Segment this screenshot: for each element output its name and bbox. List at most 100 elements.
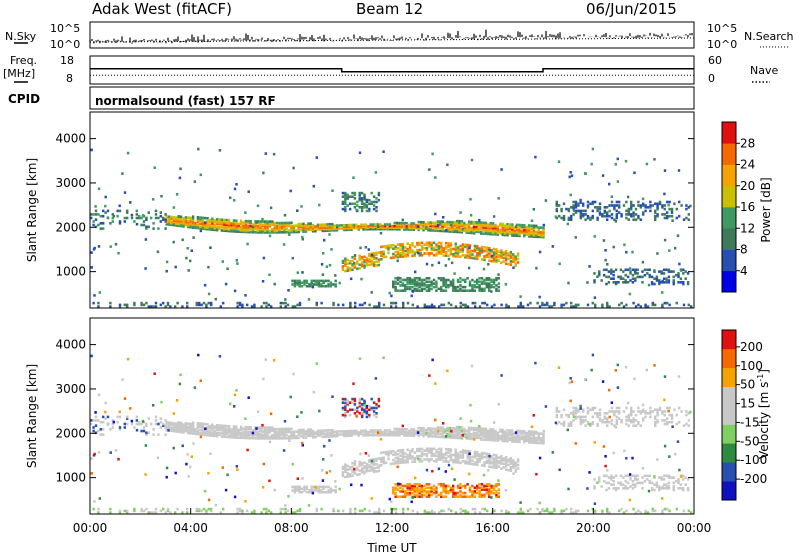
velocity-cell (447, 448, 450, 451)
power-cell (483, 280, 486, 284)
power-cell (476, 280, 479, 284)
power-cell (406, 285, 409, 289)
velocity-cell (442, 484, 445, 488)
velocity-cell (420, 488, 424, 491)
velocity-cell (278, 435, 281, 439)
power-cell (154, 209, 158, 213)
power-cell (485, 255, 489, 258)
power-cell (483, 256, 486, 260)
power-cell (356, 267, 359, 271)
velocity-cell (535, 438, 538, 441)
power-cell (404, 285, 407, 289)
velocity-cell (440, 449, 443, 452)
velocity-cell (358, 403, 361, 406)
power-cell (351, 259, 354, 263)
power-cell (389, 244, 393, 247)
velocity-cell (372, 410, 376, 413)
power-cell (436, 220, 440, 223)
power-cell (223, 220, 226, 223)
power-cell (344, 257, 347, 260)
velocity-cell (434, 435, 437, 438)
power-cell (406, 254, 409, 258)
velocity-cell (686, 478, 690, 481)
power-cell (495, 287, 498, 291)
velocity-cell (187, 431, 190, 435)
power-cell (297, 230, 300, 234)
power-cell (678, 200, 681, 204)
velocity-cell (211, 432, 214, 436)
power-cell (406, 287, 409, 291)
velocity-cell (475, 434, 478, 438)
power-cell (601, 174, 605, 177)
velocity-cell (408, 457, 412, 460)
power-cell (416, 243, 419, 247)
velocity-cell (97, 451, 101, 454)
power-cell (182, 222, 185, 225)
power-cell (181, 305, 184, 308)
power-cell (535, 230, 538, 234)
power-cell (649, 204, 652, 207)
velocity-cell (381, 433, 384, 437)
velocity-cell (226, 473, 229, 477)
power-cell (318, 203, 321, 207)
power-cell (368, 202, 371, 206)
power-cell (271, 221, 274, 225)
power-cell (593, 235, 596, 238)
velocity-cell (311, 436, 315, 439)
velocity-cell (329, 490, 333, 494)
velocity-cell (410, 434, 413, 437)
velocity-cell (582, 420, 585, 424)
power-cell (320, 279, 323, 283)
power-cell (444, 282, 448, 285)
velocity-cell (632, 507, 635, 511)
power-cell (579, 214, 582, 218)
power-cell (645, 162, 649, 166)
power-cell (483, 282, 486, 285)
velocity-cell (263, 434, 267, 437)
power-cell (542, 226, 545, 230)
velocity-cell (472, 428, 476, 431)
velocity-cell (353, 467, 356, 471)
velocity-cell (413, 486, 416, 490)
velocity-cell (632, 410, 635, 413)
power-cell (230, 222, 233, 225)
power-cell (232, 223, 236, 227)
velocity-cell (379, 432, 382, 435)
power-cell (166, 301, 170, 305)
velocity-cell (327, 485, 330, 489)
velocity-cell (455, 427, 459, 430)
power-cell (287, 223, 291, 226)
velocity-cell (535, 441, 538, 445)
velocity-cell (455, 430, 459, 433)
velocity-cell (370, 465, 373, 469)
power-cell (667, 275, 671, 279)
velocity-cell (449, 488, 452, 491)
power-cell (477, 222, 480, 226)
velocity-cell (239, 425, 243, 429)
velocity-cell (469, 403, 472, 407)
velocity-cell (644, 415, 647, 419)
power-cell (622, 305, 626, 308)
velocity-cell (400, 429, 404, 432)
velocity-cell (439, 429, 442, 432)
velocity-cell (344, 465, 347, 468)
velocity-cell (367, 432, 370, 435)
velocity-cell (509, 460, 513, 464)
power-cell (317, 284, 321, 288)
velocity-cell (321, 479, 325, 482)
velocity-cell (631, 479, 635, 483)
velocity-cell (235, 465, 238, 468)
velocity-cell (530, 436, 533, 440)
velocity-cell (162, 422, 165, 426)
velocity-cell (616, 386, 620, 389)
velocity-cell (321, 429, 324, 432)
velocity-cell (370, 497, 373, 500)
velocity-cell (584, 424, 587, 427)
power-cell (111, 216, 114, 220)
velocity-cell (554, 421, 558, 425)
power-cell (266, 223, 269, 226)
power-cell (428, 285, 431, 289)
velocity-cell (412, 428, 416, 431)
power-cell (218, 222, 221, 226)
velocity-cell (118, 428, 122, 431)
